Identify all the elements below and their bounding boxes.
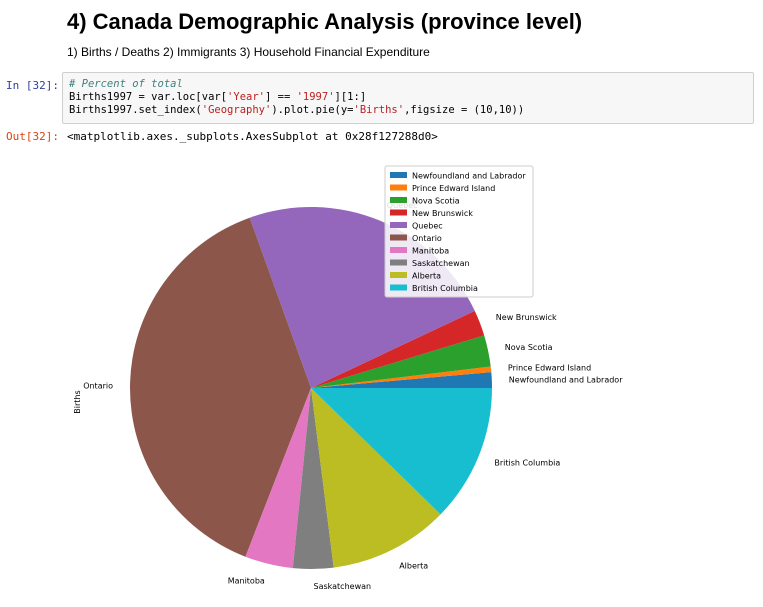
legend-label-newfoundland-and-labrador: Newfoundland and Labrador (412, 172, 526, 181)
legend-swatch-quebec (390, 222, 407, 228)
legend-label-alberta: Alberta (412, 272, 441, 281)
legend-label-prince-edward-island: Prince Edward Island (412, 184, 495, 193)
slice-label-nova-scotia: Nova Scotia (505, 343, 553, 352)
code-cell[interactable]: # Percent of total Births1997 = var.loc[… (62, 72, 754, 124)
legend-swatch-prince-edward-island (390, 184, 407, 191)
legend-label-ontario: Ontario (412, 234, 442, 243)
notebook-subtitle: 1) Births / Deaths 2) Immigrants 3) Hous… (67, 45, 430, 59)
legend-label-new-brunswick: New Brunswick (412, 209, 473, 218)
pie-slice-prince-edward-island (311, 366, 492, 388)
legend-label-british-columbia: British Columbia (412, 284, 478, 293)
slice-label-saskatchewan: Saskatchewan (314, 582, 372, 591)
pie-slice-new-brunswick (311, 310, 485, 388)
code-comment: # Percent of total (69, 78, 183, 90)
pie-slice-ontario (130, 217, 311, 557)
code-line-3: Births1997.set_index('Geography').plot.p… (69, 104, 525, 116)
legend-label-saskatchewan: Saskatchewan (412, 259, 470, 268)
slice-label-newfoundland-and-labrador: Newfoundland and Labrador (509, 375, 623, 384)
code-line-2: Births1997 = var.loc[var['Year'] == '199… (69, 91, 367, 103)
legend-label-manitoba: Manitoba (412, 247, 449, 256)
slice-label-ontario: Ontario (83, 382, 113, 391)
chart-ylabel: Births (73, 390, 82, 413)
pie-slice-british-columbia (311, 388, 492, 515)
legend-swatch-newfoundland-and-labrador (390, 172, 407, 178)
output-text: <matplotlib.axes._subplots.AxesSubplot a… (67, 130, 438, 143)
legend-swatch-manitoba (390, 247, 407, 253)
slice-label-manitoba: Manitoba (228, 577, 265, 586)
chart-legend: Newfoundland and Labrador Prince Edward I… (384, 165, 534, 298)
slice-label-british-columbia: British Columbia (494, 459, 560, 468)
legend-swatch-new-brunswick (390, 209, 407, 216)
legend-swatch-alberta (390, 272, 407, 278)
pie-slice-manitoba (245, 388, 311, 569)
pie-chart: Newfoundland and Labrador Prince Edward I… (73, 165, 623, 591)
slice-label-alberta: Alberta (399, 561, 428, 570)
output-prompt: Out[32]: (6, 130, 59, 143)
legend-swatch-ontario (390, 234, 407, 241)
pie-slice-nova-scotia (311, 335, 491, 388)
notebook-title: 4) Canada Demographic Analysis (province… (67, 9, 583, 34)
legend-swatch-nova-scotia (390, 197, 407, 203)
slice-label-prince-edward-island: Prince Edward Island (508, 364, 591, 373)
legend-label-quebec: Quebec (412, 222, 443, 231)
legend-swatch-british-columbia (390, 284, 407, 291)
input-prompt: In [32]: (6, 79, 59, 92)
legend-box (384, 165, 534, 298)
pie-slice-alberta (311, 388, 441, 568)
slice-label-new-brunswick: New Brunswick (496, 313, 557, 322)
legend-label-nova-scotia: Nova Scotia (412, 197, 460, 206)
legend-swatch-saskatchewan (390, 259, 407, 266)
pie-slice-newfoundland-and-labrador (311, 372, 492, 388)
pie-slice-saskatchewan (292, 388, 334, 570)
